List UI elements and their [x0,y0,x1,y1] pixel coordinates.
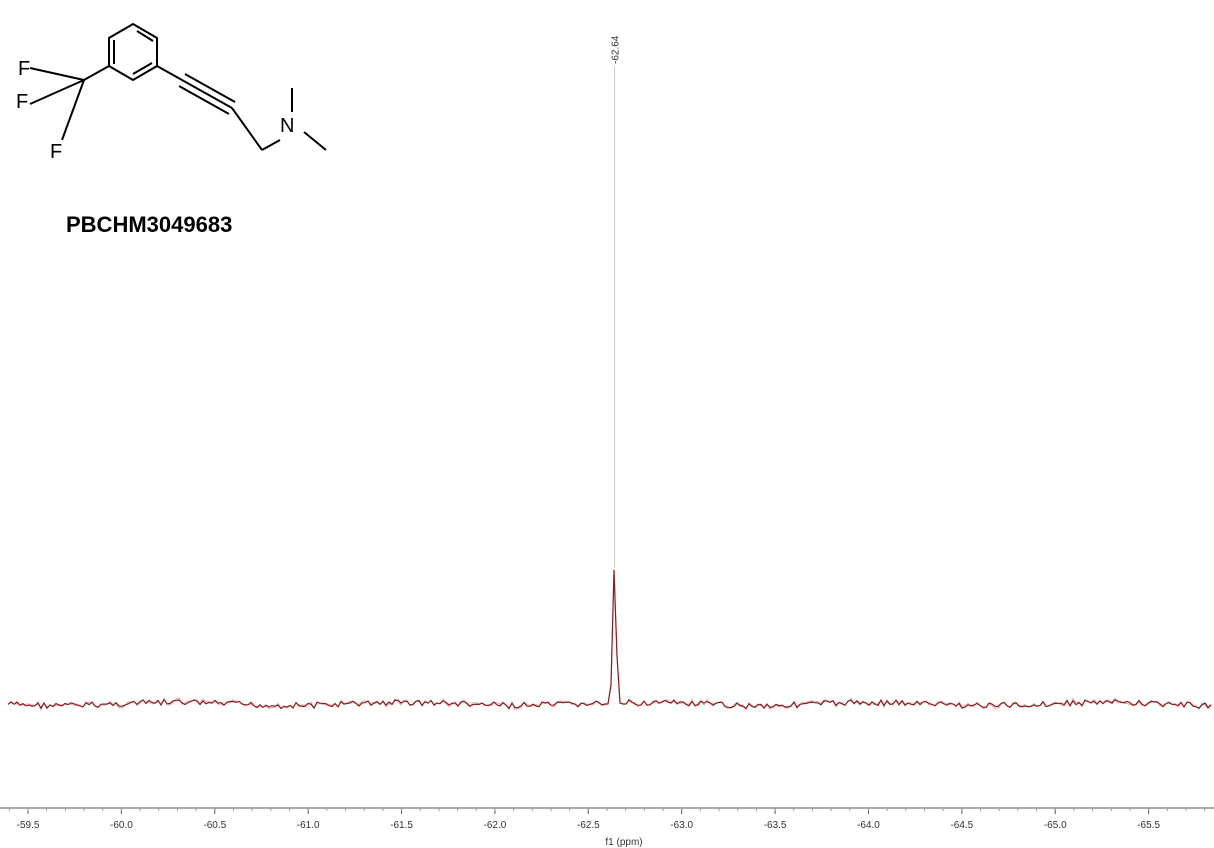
x-tick-label: -65.0 [1044,820,1067,831]
spectrum-trace-overlay [7,569,1212,712]
benzene-ring [108,22,158,82]
x-tick-label: -64.5 [950,820,973,831]
peak-labels: -62.64 [610,35,621,568]
x-axis: -59.5 -60.0 -60.5 -61.0 -61.5 -62.0 -62.5 -63.0… [0,807,1214,831]
x-tick-label: -63.0 [670,820,693,831]
x-tick-label: -64.0 [857,820,880,831]
x-tick-label: -65.5 [1137,820,1160,831]
ring-alkyne-bond [156,65,183,81]
chemical-structure [29,22,327,151]
atom-f-2: F [16,91,28,113]
x-tick-label: -60.0 [110,820,133,831]
x-tick-label: -62.5 [577,820,600,831]
alkyne-line-2 [184,73,236,103]
aromatic-bond-2 [132,62,153,75]
ch2-n-bond [261,139,281,151]
atom-n: N [280,115,294,137]
compound-id: PBCHM3049683 [66,212,233,237]
x-tick-label: -59.5 [17,820,40,831]
x-tick-label: -60.5 [203,820,226,831]
cf-bond-2 [29,79,85,105]
spectrum-trace [7,569,1212,710]
n-methyl-right [303,131,327,151]
alkyne-line-1 [181,79,233,109]
x-tick-label: -61.0 [297,820,320,831]
x-tick-label: -61.5 [390,820,413,831]
alkyne-line-3 [178,85,230,115]
x-tick-label: -62.0 [484,820,507,831]
ch2-bond [231,107,263,151]
x-tick-label: -63.5 [764,820,787,831]
atom-f-3: F [50,141,62,163]
cf-bond-3 [61,79,85,141]
atom-f-1: F [18,58,30,80]
ring-cf3-bond [83,65,110,81]
cf-bond-1 [29,67,85,81]
peak-label: -62.64 [610,35,621,64]
aromatic-bond-1 [136,30,154,42]
spectrum-traces [7,569,1212,712]
x-axis-title: f1 (ppm) [605,837,642,848]
